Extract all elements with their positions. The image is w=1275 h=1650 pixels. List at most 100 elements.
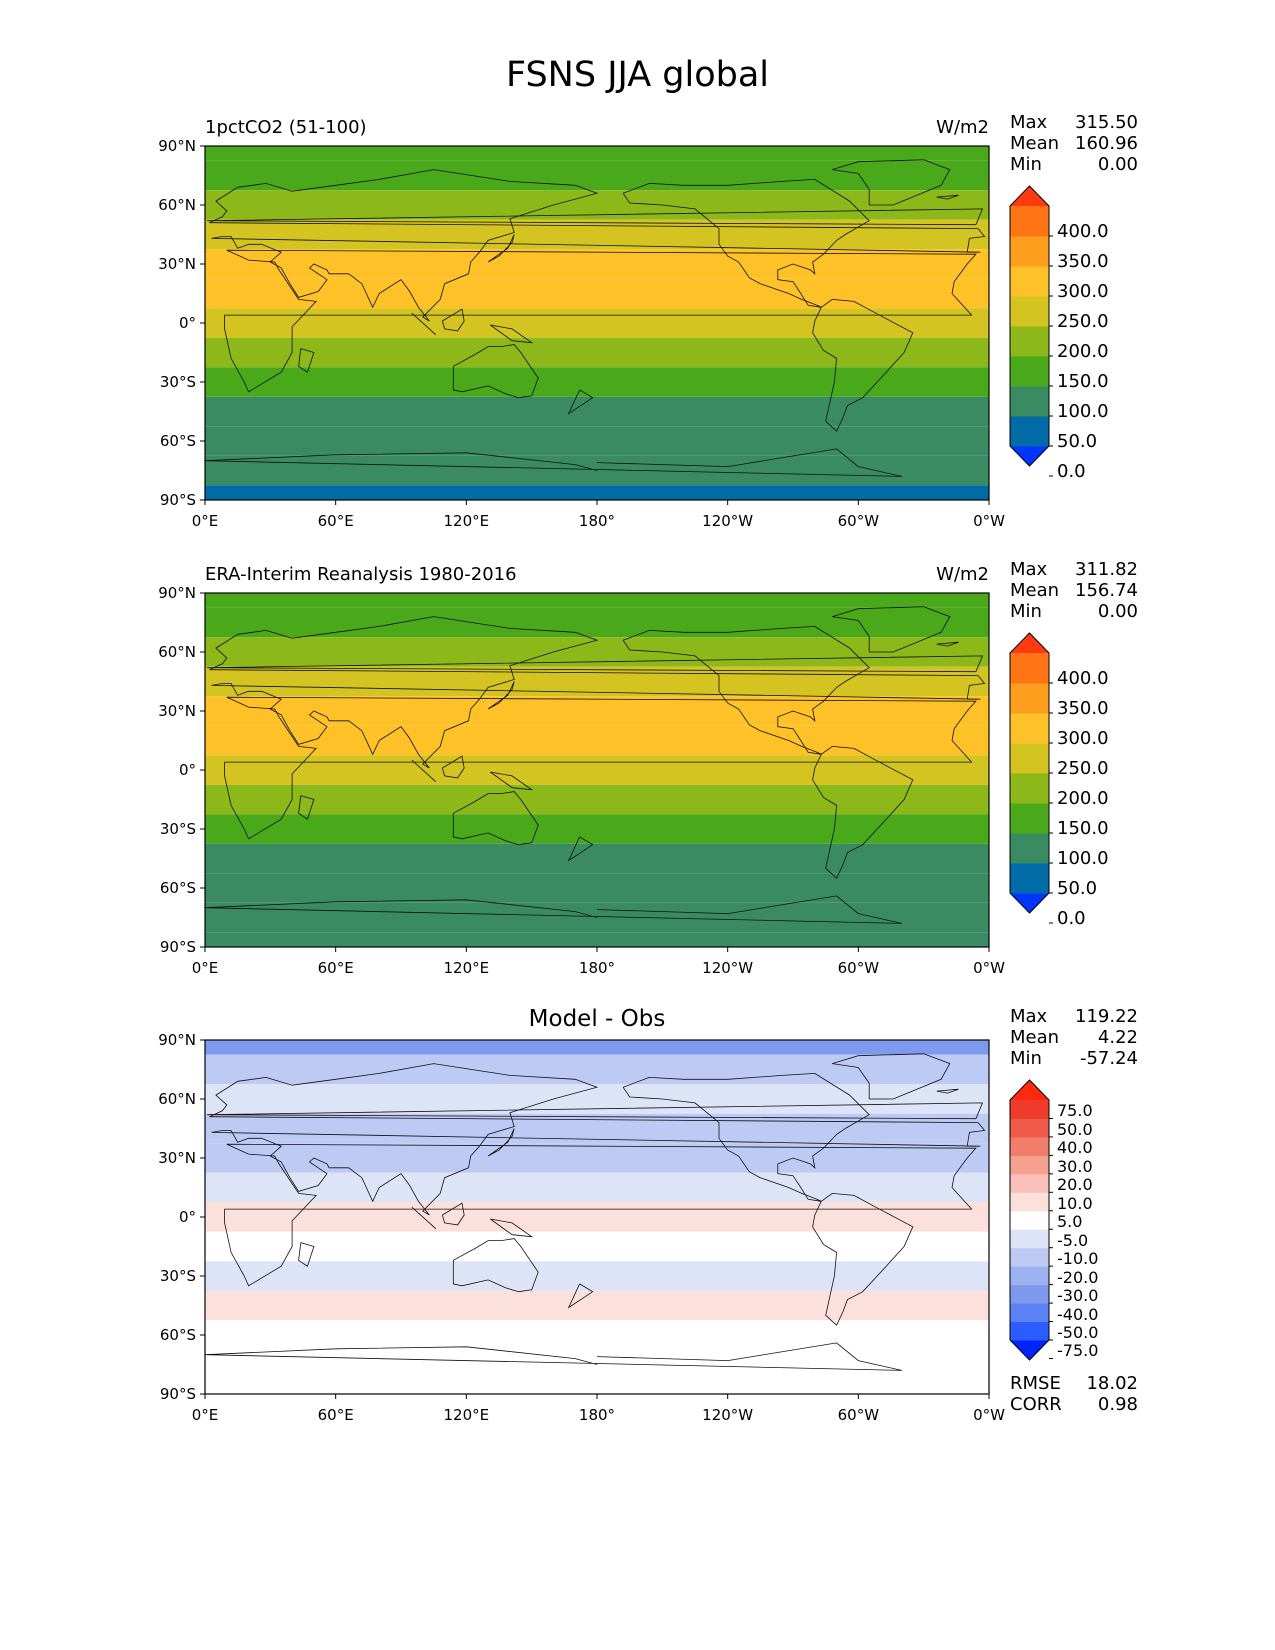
colorbar-label: -75.0 — [1057, 1341, 1099, 1361]
coastline — [567, 836, 594, 862]
coastline — [487, 681, 515, 710]
field-band — [205, 1261, 989, 1291]
field-band — [205, 873, 989, 903]
field-band — [205, 784, 989, 815]
colorbar-label: 75.0 — [1057, 1101, 1093, 1121]
y-tick-label: 90°S — [159, 491, 196, 509]
colorbar-label: 0.0 — [1057, 908, 1086, 929]
colorbar-label: 30.0 — [1057, 1156, 1093, 1176]
y-tick-label: 90°S — [159, 938, 196, 956]
x-tick-label: 60°W — [837, 959, 880, 977]
colorbar-label: 50.0 — [1057, 878, 1098, 899]
field-band — [205, 146, 989, 161]
coastline — [832, 1053, 951, 1100]
coastlines — [204, 606, 986, 924]
stat-value: 315.50 — [1075, 112, 1138, 133]
field-band — [205, 932, 989, 947]
coastline — [490, 324, 534, 344]
coastline — [812, 745, 914, 879]
coastline — [936, 1088, 959, 1094]
coastline — [832, 606, 951, 653]
field-band — [205, 426, 989, 456]
y-tick-label: 30°S — [159, 1267, 196, 1285]
x-tick-label: 120°E — [443, 512, 490, 530]
field-band — [205, 367, 989, 397]
coastlines — [204, 1053, 986, 1371]
y-tick-label: 30°S — [159, 373, 196, 391]
y-tick-label: 60°N — [158, 1090, 196, 1108]
x-tick-label: 60°W — [837, 1406, 880, 1424]
x-tick-label: 60°E — [317, 512, 354, 530]
coastline — [936, 194, 959, 200]
field-band — [205, 666, 989, 697]
x-tick-label: 120°E — [443, 1406, 490, 1424]
colorbar-swatch — [1010, 1303, 1049, 1323]
colorbar-label: 350.0 — [1057, 251, 1109, 272]
coastline — [204, 1342, 902, 1371]
colorbar-swatch — [1010, 653, 1049, 684]
colorbar-swatch — [1010, 1284, 1049, 1304]
colorbar-swatch — [1010, 1100, 1049, 1119]
stat-value: 119.22 — [1075, 1006, 1138, 1027]
colorbar-label: 400.0 — [1057, 668, 1109, 689]
coastline — [490, 771, 534, 791]
field-band — [205, 814, 989, 844]
colorbar-outline — [1009, 185, 1050, 467]
colorbar-label: 50.0 — [1057, 1119, 1093, 1139]
map-panel-test — [200, 145, 990, 505]
y-tick-label: 60°S — [159, 1326, 196, 1344]
coastline — [207, 208, 984, 226]
y-tick-label: 90°N — [158, 1031, 196, 1049]
field-band — [205, 278, 989, 309]
stat-value: 0.00 — [1097, 601, 1138, 622]
colorbar-swatch — [1010, 1266, 1049, 1286]
coastline — [442, 1202, 465, 1226]
field-band — [205, 1202, 989, 1232]
colorbar-swatch — [1010, 773, 1049, 804]
field-band — [205, 1040, 989, 1055]
coastline — [209, 1063, 986, 1216]
coastline — [204, 448, 902, 477]
x-tick-label: 0°W — [973, 1406, 1005, 1424]
field-band — [205, 219, 989, 250]
colorbar-swatch — [1010, 236, 1049, 267]
figure-title: FSNS JJA global — [505, 55, 770, 95]
x-tick-label: 120°W — [702, 959, 754, 977]
coastline — [207, 1102, 984, 1120]
colorbar-label: -30.0 — [1057, 1286, 1099, 1306]
stat-max: Max 315.50 — [1010, 112, 1138, 134]
stat-rmse: RMSE 18.02 — [1010, 1373, 1138, 1395]
colorbar-label: 200.0 — [1057, 341, 1109, 362]
y-tick-label: 30°N — [158, 255, 196, 273]
stat-label: Max — [1010, 559, 1048, 580]
stat-label: Max — [1010, 1006, 1048, 1027]
colorbar-label: -50.0 — [1057, 1323, 1099, 1342]
colorbar-label: 5.0 — [1057, 1212, 1083, 1232]
field-band — [205, 1054, 989, 1085]
x-tick-label: 0°E — [191, 1406, 219, 1424]
colorbar-swatch — [1010, 833, 1049, 864]
coastline — [812, 1192, 914, 1326]
x-tick-label: 120°W — [702, 1406, 754, 1424]
coastline — [442, 308, 465, 332]
colorbar-label: 150.0 — [1057, 371, 1109, 392]
x-tick-label: 180° — [578, 959, 616, 977]
units-label: W/m2 — [936, 564, 989, 585]
colorbar-outline — [1009, 632, 1050, 914]
map-panel-diff — [200, 1039, 990, 1399]
field-band — [205, 607, 989, 638]
stat-max: Max 311.82 — [1010, 559, 1138, 581]
field-band — [205, 485, 989, 500]
colorbar-label: 10.0 — [1057, 1193, 1093, 1213]
x-tick-label: 60°E — [317, 1406, 354, 1424]
x-tick-label: 60°W — [837, 512, 880, 530]
colorbar-label: 400.0 — [1057, 221, 1109, 242]
coastline — [487, 234, 515, 263]
coastline — [452, 791, 539, 846]
coastline — [204, 895, 902, 924]
stat-label: Mean — [1010, 1027, 1060, 1048]
stat-value: 156.74 — [1075, 580, 1138, 601]
coastline — [224, 1143, 977, 1287]
colorbar-swatch — [1010, 683, 1049, 714]
